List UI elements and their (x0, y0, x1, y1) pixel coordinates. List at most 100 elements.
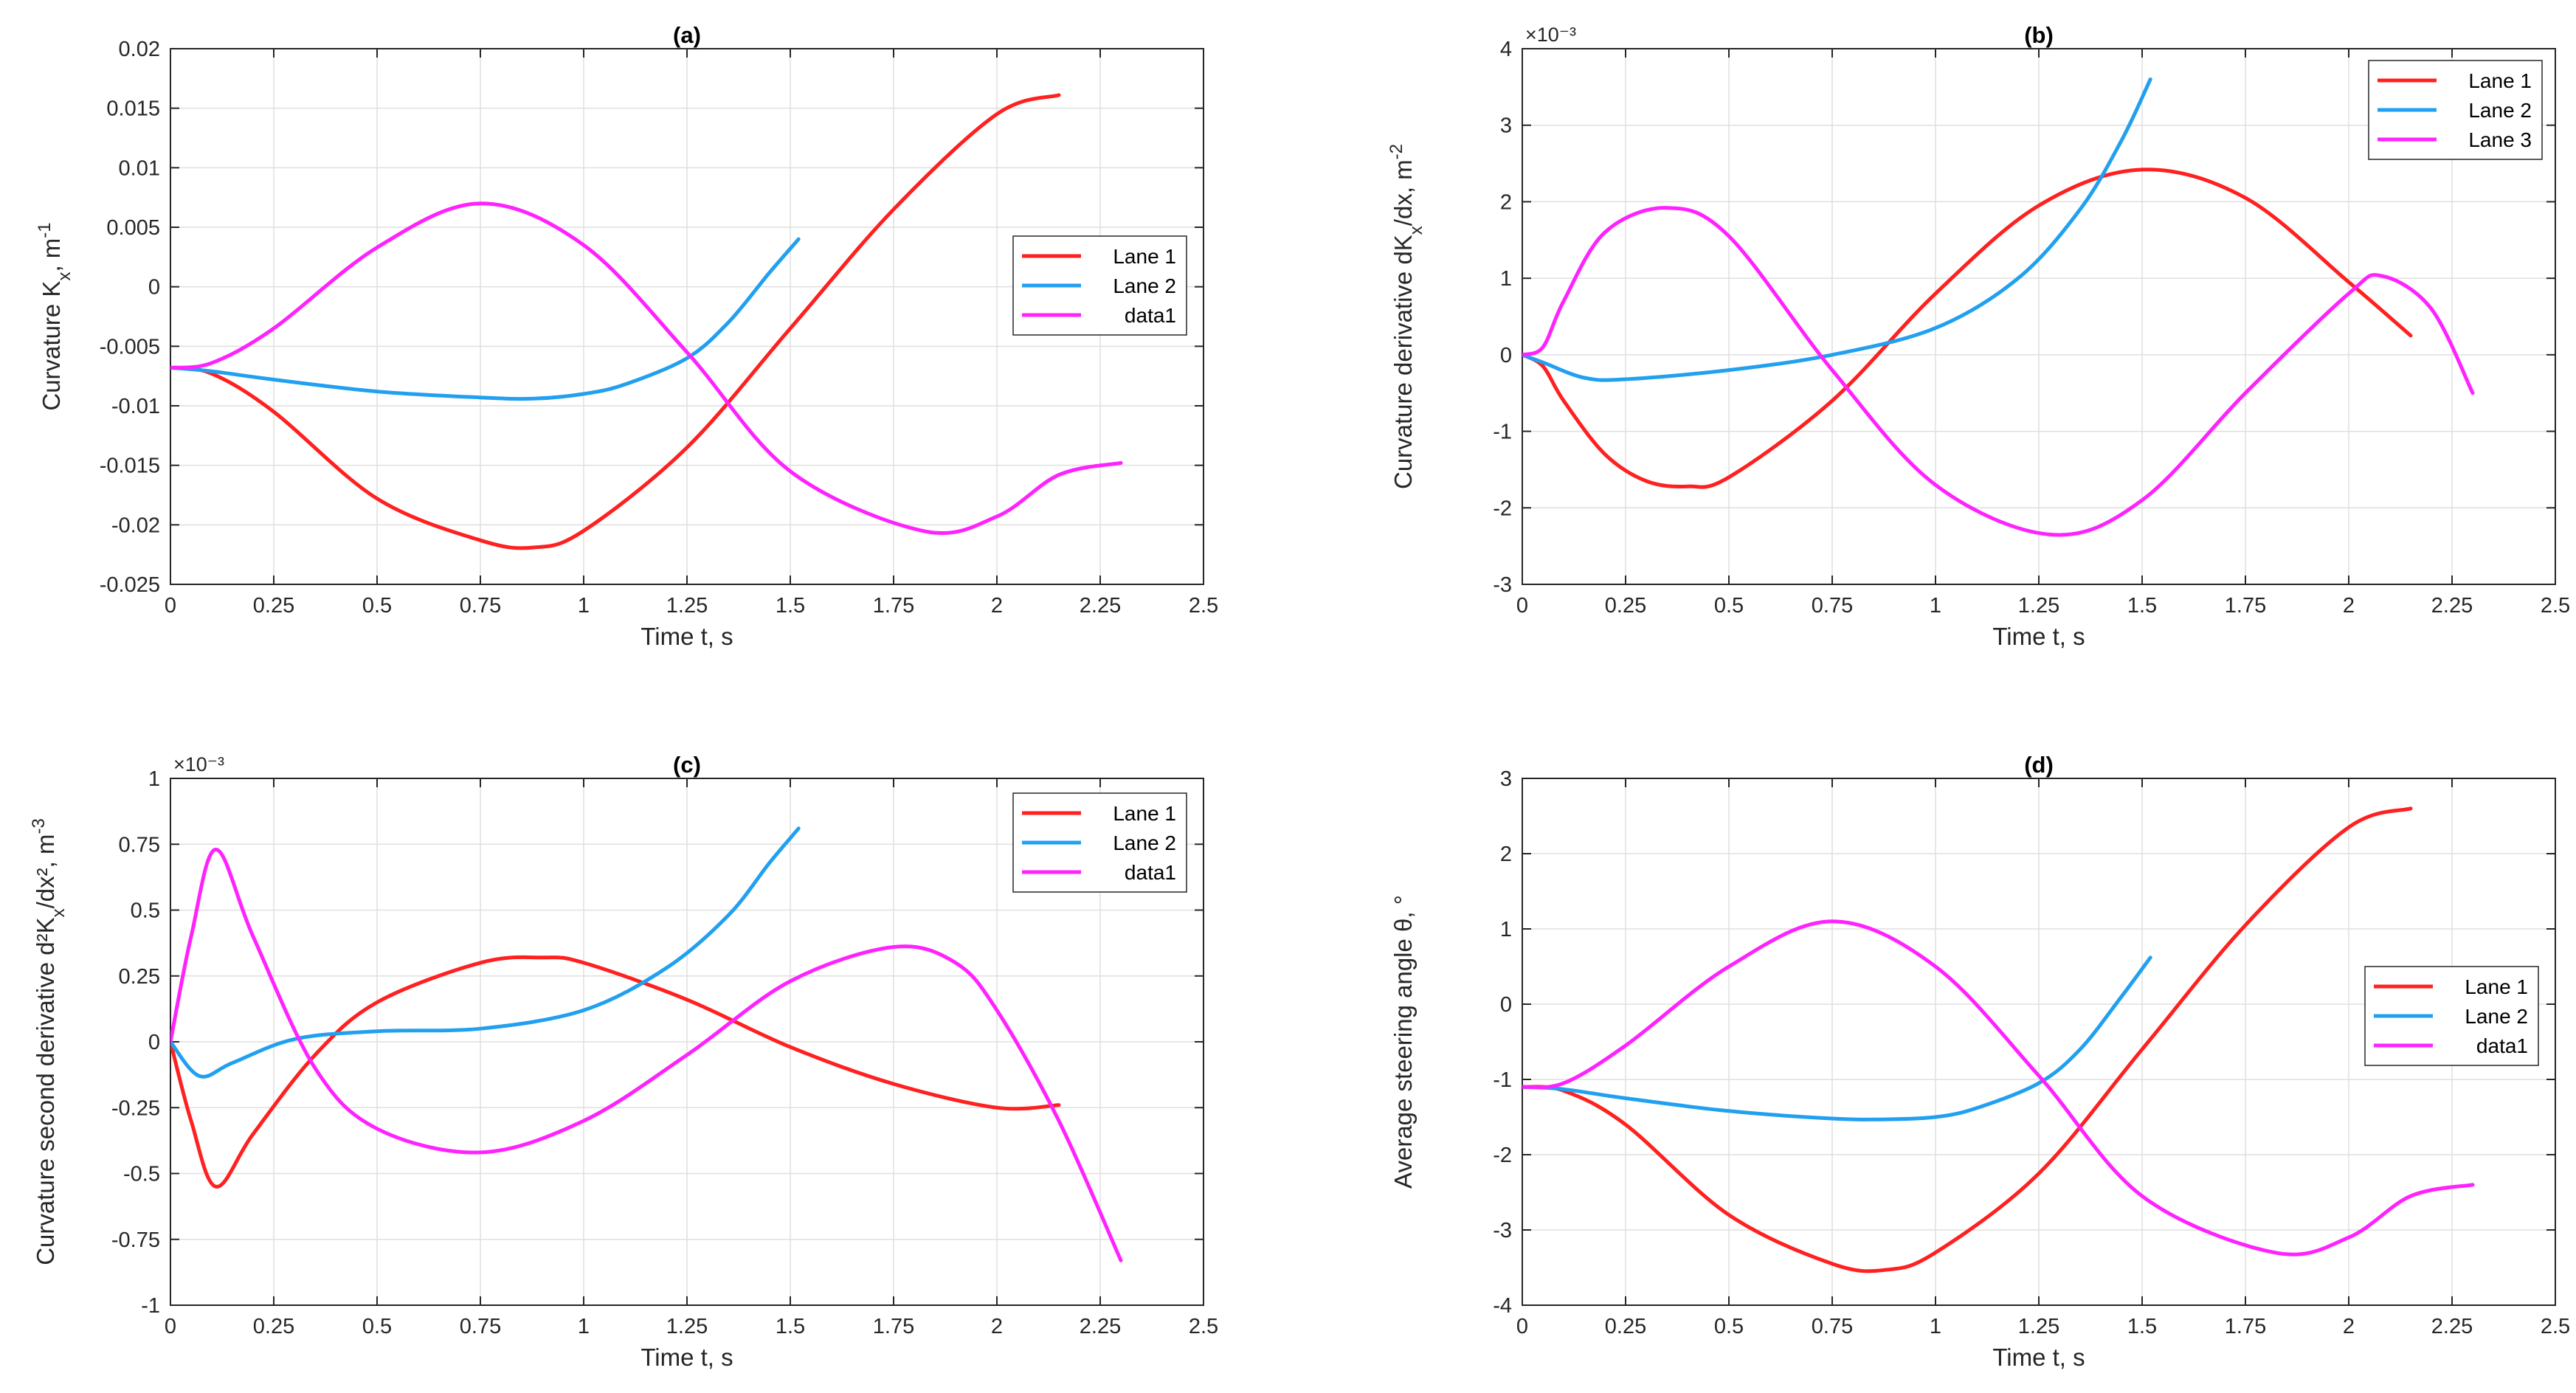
y-tick-label: 0.02 (119, 38, 160, 61)
series-line-lane-2 (170, 826, 801, 1079)
y-tick-label: 3 (1500, 767, 1512, 791)
y-tick-label: -1 (141, 1294, 160, 1318)
y-exponent-label: ×10⁻³ (173, 753, 224, 775)
x-tick-label: 2.25 (1080, 594, 1121, 618)
y-tick-label: 0.5 (131, 899, 160, 923)
y-tick-label: -0.5 (123, 1163, 160, 1186)
x-tick-label: 1.75 (873, 1315, 914, 1338)
x-tick-label: 0.5 (362, 1315, 392, 1338)
y-tick-label: -0.015 (100, 454, 160, 478)
chart-panel-a: 0 0.25 0.5 0.75 1 1.25 1.5 1.75 2 2.25 2.5 -0.025 -0… (35, 22, 1219, 650)
y-tick-label: 2 (1500, 843, 1512, 866)
x-tick-label: 2.25 (2431, 1315, 2473, 1338)
series-line-lane-1 (1522, 806, 2413, 1273)
x-tick-label: 0 (165, 594, 176, 618)
x-tick-label: 2.25 (1080, 1315, 1121, 1338)
x-tick-label: 0.25 (253, 594, 294, 618)
y-exponent-label: ×10⁻³ (1525, 24, 1576, 46)
series-line-lane-2 (1522, 77, 2152, 382)
x-tick-label: 0.5 (1714, 1315, 1744, 1338)
chart-title: (c) (673, 752, 701, 778)
x-tick-label: 1 (578, 594, 590, 618)
x-axis-label: Time t, s (1992, 1344, 2085, 1371)
x-tick-label: 1.25 (666, 1315, 708, 1338)
series-line-data1 (170, 847, 1123, 1262)
series-line-lane-1 (1522, 167, 2413, 489)
x-tick-label: 0.25 (1605, 1315, 1646, 1338)
legend-entry: Lane 1 (2465, 975, 2528, 998)
x-tick-label: 1.25 (666, 594, 708, 618)
y-tick-label: -0.75 (111, 1228, 160, 1252)
x-tick-label: 1 (1930, 1315, 1941, 1338)
chart-panel-d: 0 0.25 0.5 0.75 1 1.25 1.5 1.75 2 2.25 2.5 -4 -3 -2 -1… (1389, 752, 2570, 1371)
legend-entry: Lane 3 (2468, 128, 2532, 151)
series-line-lane-1 (170, 93, 1061, 550)
y-tick-label: 0.75 (119, 833, 160, 857)
x-axis-label: Time t, s (640, 623, 733, 650)
x-axis-label: Time t, s (1992, 623, 2085, 650)
x-tick-label: 2.25 (2431, 594, 2473, 618)
y-tick-label: -3 (1493, 1219, 1512, 1242)
legend-entry: Lane 2 (2468, 99, 2532, 122)
x-tick-label: 1.25 (2018, 594, 2059, 618)
y-tick-label: -0.02 (111, 514, 160, 537)
legend: Lane 1 Lane 2 data1 (1012, 792, 1187, 893)
y-axis-label: Curvature derivative dKx/dx, m-2 (1387, 144, 1426, 489)
x-tick-label: 2.5 (2541, 594, 2570, 618)
legend-entry: Lane 1 (2468, 69, 2532, 92)
chart-panel-b: 0 0.25 0.5 0.75 1 1.25 1.5 1.75 2 2.25 2.5 -3 -2 -1 0 1… (1387, 22, 2571, 650)
y-tick-label: 1 (1500, 918, 1512, 941)
y-axis-label: Average steering angle θ, ° (1389, 895, 1417, 1189)
y-tick-label: -0.025 (100, 573, 160, 597)
y-tick-label: 2 (1500, 190, 1512, 214)
x-tick-label: 2.5 (2541, 1315, 2570, 1338)
legend-entry: Lane 2 (2465, 1005, 2528, 1028)
legend: Lane 1 Lane 2 Lane 3 (2368, 60, 2543, 160)
x-tick-label: 2 (991, 594, 1003, 618)
x-tick-label: 1.25 (2018, 1315, 2059, 1338)
x-tick-label: 0.25 (1605, 594, 1646, 618)
chart-title: (d) (2024, 752, 2054, 778)
y-tick-label: 0 (1500, 344, 1512, 367)
x-tick-label: 2 (2343, 594, 2355, 618)
legend-entry: Lane 2 (1113, 832, 1176, 854)
x-tick-label: 0.75 (460, 594, 501, 618)
y-axis-label: Curvature second derivative d²Kx/dx², m-… (29, 818, 69, 1265)
x-tick-label: 0.5 (362, 594, 392, 618)
x-tick-label: 0.25 (253, 1315, 294, 1338)
x-tick-label: 0.75 (1812, 1315, 1853, 1338)
legend-entry: data1 (1125, 304, 1176, 327)
y-tick-label: 0 (1500, 993, 1512, 1017)
y-tick-label: -0.25 (111, 1096, 160, 1120)
x-tick-label: 0.75 (460, 1315, 501, 1338)
x-tick-label: 2.5 (1189, 1315, 1218, 1338)
y-tick-label: 0.005 (106, 216, 160, 240)
x-axis-label: Time t, s (640, 1344, 733, 1371)
x-tick-label: 0.75 (1812, 594, 1853, 618)
x-tick-label: 2.5 (1189, 594, 1218, 618)
chart-title: (a) (673, 22, 701, 48)
x-tick-label: 1.75 (2225, 594, 2266, 618)
y-tick-label: 1 (1500, 267, 1512, 291)
x-tick-label: 1.5 (2127, 594, 2157, 618)
chart-title: (b) (2024, 22, 2054, 48)
x-tick-label: 0.5 (1714, 594, 1744, 618)
y-tick-label: -1 (1493, 421, 1512, 444)
x-tick-label: 2 (2343, 1315, 2355, 1338)
y-tick-label: -2 (1493, 497, 1512, 520)
y-tick-label: -3 (1493, 573, 1512, 597)
x-tick-label: 1.5 (776, 1315, 805, 1338)
y-tick-label: 4 (1500, 38, 1512, 61)
y-tick-label: -4 (1493, 1294, 1512, 1318)
series-line-lane-2 (1522, 955, 2152, 1121)
chart-panel-c: 0 0.25 0.5 0.75 1 1.25 1.5 1.75 2 2.25 2.5 -1 -0.75 -… (29, 752, 1219, 1371)
x-tick-label: 1.5 (2127, 1315, 2157, 1338)
legend-entry: Lane 2 (1113, 274, 1176, 297)
y-tick-label: -0.01 (111, 395, 160, 418)
legend-entry: data1 (2476, 1034, 2528, 1057)
legend: Lane 1 Lane 2 data1 (2364, 966, 2539, 1066)
y-tick-label: 0.01 (119, 156, 160, 180)
y-tick-label: 3 (1500, 114, 1512, 138)
x-tick-label: 1.75 (2225, 1315, 2266, 1338)
